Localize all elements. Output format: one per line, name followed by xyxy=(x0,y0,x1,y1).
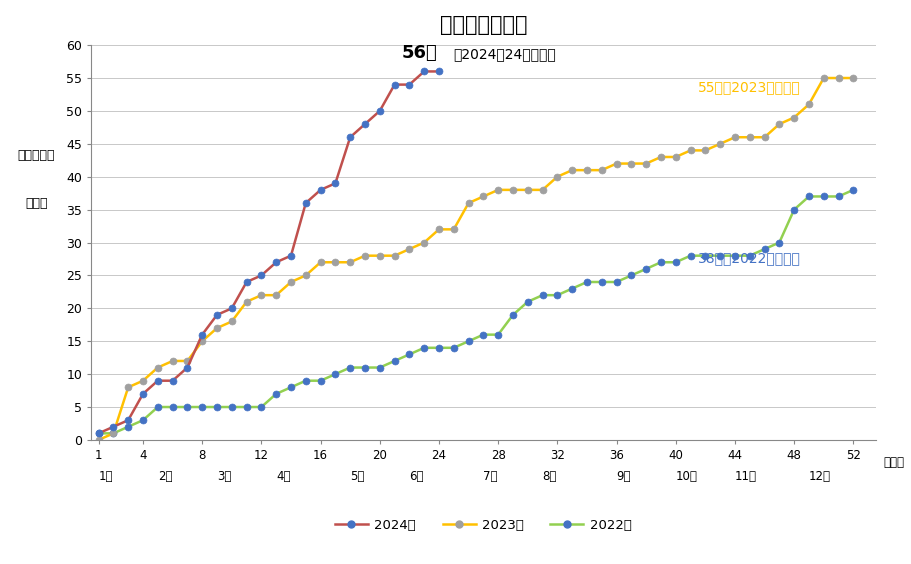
2024年 xyxy=(433,68,444,75)
Text: 10月: 10月 xyxy=(675,470,697,483)
2024年 xyxy=(300,200,311,206)
2023年 xyxy=(551,173,562,180)
Text: （人）: （人） xyxy=(25,196,47,210)
2024年 xyxy=(226,305,237,312)
Text: 38人（2022年総数）: 38人（2022年総数） xyxy=(697,252,800,266)
2022年 xyxy=(551,292,562,298)
Line: 2024年: 2024年 xyxy=(95,68,442,437)
2023年 xyxy=(817,74,828,81)
2022年 xyxy=(359,364,370,371)
2024年 xyxy=(418,68,429,75)
2023年 xyxy=(359,252,370,259)
Line: 2023年: 2023年 xyxy=(95,74,855,443)
2022年 xyxy=(788,206,799,213)
Text: 3月: 3月 xyxy=(217,470,231,483)
Text: 7月: 7月 xyxy=(483,470,497,483)
2023年 xyxy=(93,437,104,443)
2022年 xyxy=(581,279,592,285)
2024年 xyxy=(285,252,296,259)
Text: 累積報告数: 累積報告数 xyxy=(17,149,55,162)
2024年 xyxy=(211,311,222,318)
Text: 9月: 9月 xyxy=(616,470,630,483)
Text: （2024年24週まで）: （2024年24週まで） xyxy=(454,47,556,61)
2024年 xyxy=(152,377,163,384)
Text: 2月: 2月 xyxy=(158,470,172,483)
2022年 xyxy=(847,187,858,193)
2024年 xyxy=(315,187,326,193)
Text: 56人: 56人 xyxy=(402,43,437,61)
2024年 xyxy=(256,272,267,279)
2022年 xyxy=(93,430,104,437)
Text: 12月: 12月 xyxy=(808,470,830,483)
Text: 6月: 6月 xyxy=(409,470,424,483)
Text: 11月: 11月 xyxy=(734,470,756,483)
2024年 xyxy=(181,364,192,371)
Text: 55人（2023年総数）: 55人（2023年総数） xyxy=(697,81,800,95)
2024年 xyxy=(241,279,251,285)
2024年 xyxy=(123,417,134,424)
Legend: 2024年, 2023年, 2022年: 2024年, 2023年, 2022年 xyxy=(329,514,637,537)
2024年 xyxy=(374,108,384,114)
Line: 2022年: 2022年 xyxy=(95,187,855,437)
2024年 xyxy=(271,259,281,266)
2022年 xyxy=(448,345,459,351)
2023年 xyxy=(847,74,858,81)
Text: 1月: 1月 xyxy=(98,470,113,483)
2024年 xyxy=(404,81,415,88)
Text: 8月: 8月 xyxy=(542,470,557,483)
2024年 xyxy=(389,81,400,88)
2024年 xyxy=(344,134,355,140)
2023年 xyxy=(448,226,459,233)
2024年 xyxy=(138,390,148,397)
2023年 xyxy=(581,167,592,174)
2023年 xyxy=(152,364,163,371)
2024年 xyxy=(93,430,104,437)
Title: 府内の発生状況: 府内の発生状況 xyxy=(439,15,527,35)
Text: 5月: 5月 xyxy=(350,470,364,483)
Text: 4月: 4月 xyxy=(276,470,291,483)
2023年 xyxy=(788,114,799,121)
2024年 xyxy=(107,424,118,430)
2024年 xyxy=(197,331,208,338)
2024年 xyxy=(330,180,341,187)
2024年 xyxy=(359,121,370,127)
2024年 xyxy=(167,377,178,384)
2022年 xyxy=(152,404,163,411)
Text: （週）: （週） xyxy=(883,456,904,469)
